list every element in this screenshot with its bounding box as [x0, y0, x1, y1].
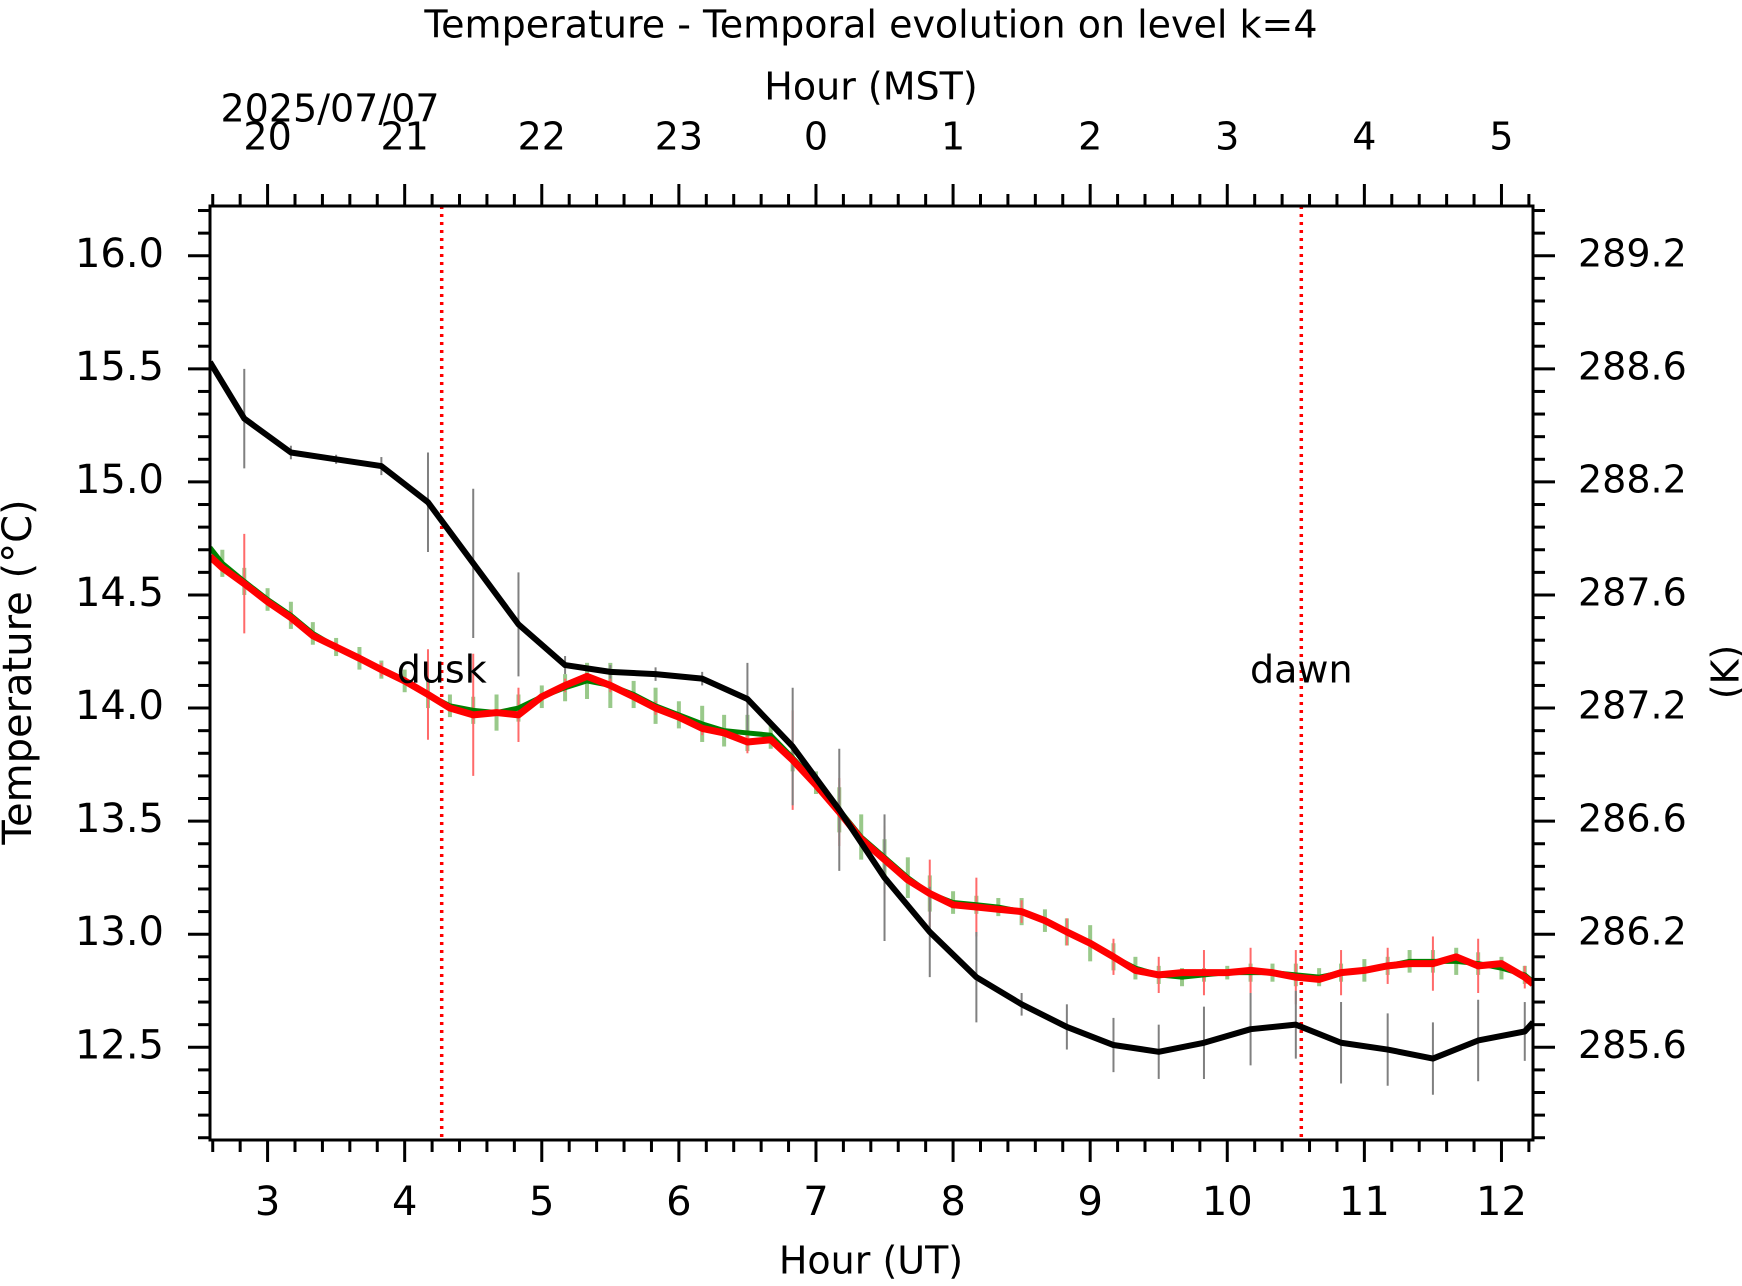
x2-tick-label: 2: [1078, 115, 1102, 159]
y2-tick-label: 287.2: [1578, 684, 1687, 728]
x-tick-label: 9: [1077, 1179, 1102, 1225]
y-tick-label: 13.0: [75, 909, 164, 955]
x-tick-label: 3: [255, 1179, 280, 1225]
y2-tick-label: 286.6: [1578, 797, 1687, 841]
x2-tick-label: 1: [941, 115, 965, 159]
chart-title: Temperature - Temporal evolution on leve…: [423, 3, 1317, 47]
y2-axis-label: (K): [1704, 645, 1742, 700]
x2-tick-label: 23: [655, 115, 703, 159]
y2-tick-label: 288.6: [1578, 344, 1687, 388]
y-tick-label: 15.0: [75, 457, 164, 503]
y-axis-label: Temperature (°C): [0, 499, 41, 845]
x2-axis-label: Hour (MST): [764, 65, 977, 109]
x-tick-label: 12: [1476, 1179, 1527, 1225]
y-tick-label: 14.5: [75, 570, 164, 616]
x2-tick-label: 21: [381, 115, 429, 159]
y-tick-label: 12.5: [75, 1022, 164, 1068]
x2-tick-label: 5: [1489, 115, 1513, 159]
annotation: dawn: [1250, 647, 1353, 691]
x-tick-label: 7: [803, 1179, 828, 1225]
y-tick-label: 13.5: [75, 796, 164, 842]
x-tick-label: 5: [529, 1179, 554, 1225]
y2-tick-label: 289.2: [1578, 231, 1687, 275]
annotation: dusk: [397, 647, 487, 691]
x-tick-label: 4: [392, 1179, 417, 1225]
x2-tick-label: 0: [804, 115, 828, 159]
y2-tick-label: 286.2: [1578, 910, 1687, 954]
y2-tick-label: 287.6: [1578, 570, 1687, 614]
x2-tick-label: 20: [243, 115, 291, 159]
x-tick-label: 11: [1339, 1179, 1390, 1225]
y-tick-label: 15.5: [75, 344, 164, 390]
y-tick-label: 14.0: [75, 683, 164, 729]
x-tick-label: 10: [1202, 1179, 1253, 1225]
y-tick-label: 16.0: [75, 231, 164, 277]
x-axis-label: Hour (UT): [779, 1239, 963, 1283]
y2-tick-label: 285.6: [1578, 1023, 1687, 1067]
x-tick-label: 6: [666, 1179, 691, 1225]
x-tick-label: 8: [940, 1179, 965, 1225]
y2-tick-label: 288.2: [1578, 457, 1687, 501]
x2-tick-label: 4: [1352, 115, 1376, 159]
x2-tick-label: 3: [1215, 115, 1239, 159]
x2-tick-label: 22: [518, 115, 566, 159]
